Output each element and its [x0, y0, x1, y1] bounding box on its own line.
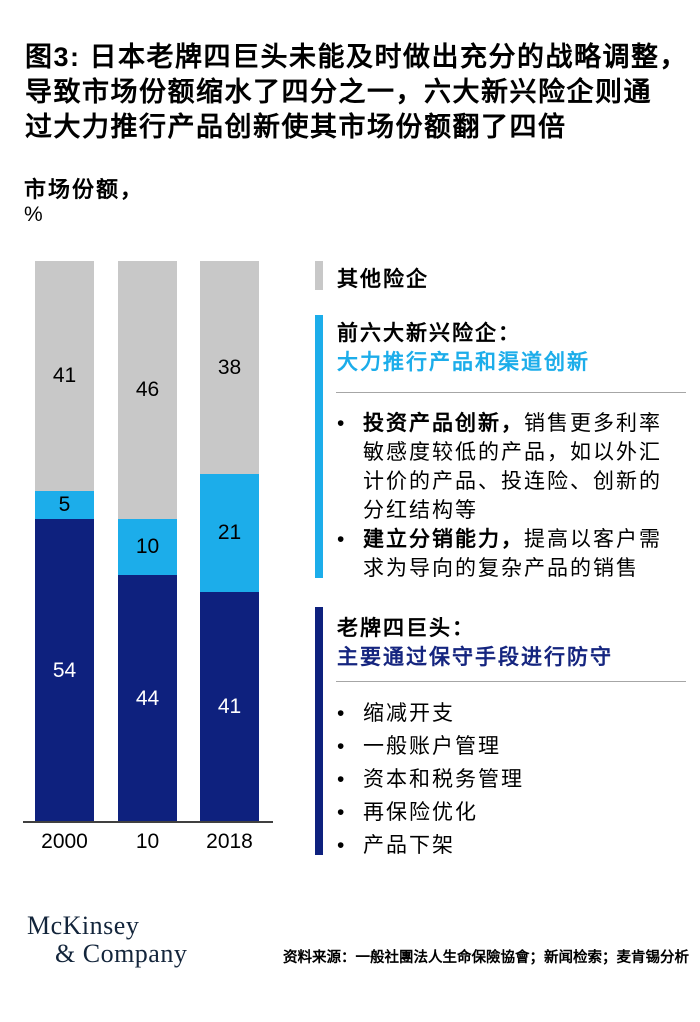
- title-line-2: 导致市场份额缩水了四分之一，六大新兴险企则通: [25, 77, 652, 107]
- bar-segment-others: 46: [118, 261, 177, 520]
- chart-axis-title: 市场份额，: [24, 177, 145, 202]
- legend-marker-incumbents: [315, 607, 323, 855]
- x-axis-labels: 2000 10 2018: [0, 830, 300, 858]
- title-line-3: 过大力推行产品创新使其市场份额翻了四倍: [25, 112, 567, 142]
- list-item: • 投资产品创新，销售更多利率 敏感度较低的产品，如以外汇 计价的产品、投连险、…: [337, 409, 693, 525]
- exhibit-title: 图3: 日本老牌四巨头未能及时做出充分的战略调整， 导致市场份额缩水了四分之一，…: [25, 40, 695, 145]
- bullet-text-line: 投资产品创新，销售更多利率: [363, 412, 662, 435]
- bullet-icon: •: [337, 768, 347, 791]
- list-item: • 再保险优化: [337, 796, 693, 829]
- bullet-text-line: 计价的产品、投连险、创新的: [363, 470, 662, 493]
- bar-value-label: 5: [58, 493, 71, 517]
- bar-value-label: 41: [217, 695, 242, 718]
- bullet-icon: •: [337, 412, 347, 435]
- bullet-icon: •: [337, 528, 347, 551]
- bullet-text-line: 再保险优化: [363, 801, 478, 824]
- bar-2000: 54 5 41: [35, 261, 94, 822]
- bullet-text-line: 资本和税务管理: [363, 768, 524, 791]
- legend-marker-others: [315, 261, 323, 290]
- chart-unit-label: %: [24, 203, 43, 226]
- list-item: • 一般账户管理: [337, 730, 693, 763]
- legend-subtitle-emerging: 大力推行产品和渠道创新: [337, 351, 590, 374]
- x-axis-label: 10: [135, 830, 160, 853]
- bar-value-label: 41: [52, 364, 77, 388]
- bar-segment-emerging: 10: [118, 519, 177, 576]
- x-axis-label: 2018: [206, 830, 253, 853]
- bullet-icon: •: [337, 702, 347, 725]
- list-item: • 缩减开支: [337, 697, 693, 730]
- bullet-text-line: 敏感度较低的产品，如以外汇: [363, 441, 662, 464]
- bullet-icon: •: [337, 735, 347, 758]
- bar-segment-emerging: 21: [200, 474, 259, 592]
- bar-value-label: 38: [217, 355, 242, 379]
- legend-title-emerging: 前六大新兴险企：: [337, 322, 521, 345]
- x-axis-line: [23, 821, 273, 823]
- list-item: • 产品下架: [337, 829, 693, 862]
- incumbents-bullet-list: • 缩减开支 • 一般账户管理 • 资本和税务管理 • 再保险优化 • 产品下架: [337, 697, 693, 862]
- bar-value-label: 21: [217, 521, 242, 545]
- stacked-bar-chart: 54 5 41 44 10 46 41 21 38: [0, 261, 300, 822]
- bar-2018: 41 21 38: [200, 261, 259, 822]
- legend-divider-incumbents: [336, 681, 686, 682]
- bar-segment-incumbents: 41: [200, 592, 259, 822]
- logo-line-1: McKinsey: [27, 911, 140, 940]
- bar-10: 44 10 46: [118, 261, 177, 822]
- bar-value-label: 46: [135, 378, 160, 402]
- bar-segment-others: 41: [35, 261, 94, 492]
- bar-segment-incumbents: 54: [35, 519, 94, 822]
- bullet-text-line: 建立分销能力，提高以客户需: [363, 528, 662, 551]
- bullet-icon: •: [337, 834, 347, 857]
- bar-value-label: 44: [135, 686, 160, 710]
- bar-segment-emerging: 5: [35, 491, 94, 520]
- bullet-text-line: 产品下架: [363, 834, 455, 857]
- logo-line-2: & Company: [55, 939, 188, 968]
- legend-marker-emerging: [315, 315, 323, 578]
- source-note: 资料来源：一般社團法人生命保險協會；新闻检索；麦肯锡分析: [283, 950, 689, 966]
- mckinsey-logo: McKinsey & Company: [27, 912, 187, 968]
- bullet-text-line: 缩减开支: [363, 702, 455, 725]
- bar-value-label: 54: [52, 658, 77, 682]
- legend-label-others: 其他险企: [337, 268, 429, 291]
- bar-value-label: 10: [135, 535, 160, 559]
- emerging-bullet-list: • 投资产品创新，销售更多利率 敏感度较低的产品，如以外汇 计价的产品、投连险、…: [337, 409, 693, 583]
- bullet-text-line: 求为导向的复杂产品的销售: [363, 557, 639, 580]
- legend-divider-emerging: [336, 392, 686, 393]
- list-item: • 建立分销能力，提高以客户需 求为导向的复杂产品的销售: [337, 525, 693, 583]
- bullet-icon: •: [337, 801, 347, 824]
- legend-subtitle-incumbents: 主要通过保守手段进行防守: [337, 646, 613, 669]
- legend-title-incumbents: 老牌四巨头：: [337, 617, 475, 640]
- bullet-text-line: 分红结构等: [363, 499, 478, 522]
- title-line-1: 图3: 日本老牌四巨头未能及时做出充分的战略调整，: [25, 42, 689, 72]
- bar-segment-incumbents: 44: [118, 575, 177, 822]
- x-axis-label: 2000: [41, 830, 88, 853]
- list-item: • 资本和税务管理: [337, 763, 693, 796]
- bar-segment-others: 38: [200, 261, 259, 475]
- bullet-text-line: 一般账户管理: [363, 735, 501, 758]
